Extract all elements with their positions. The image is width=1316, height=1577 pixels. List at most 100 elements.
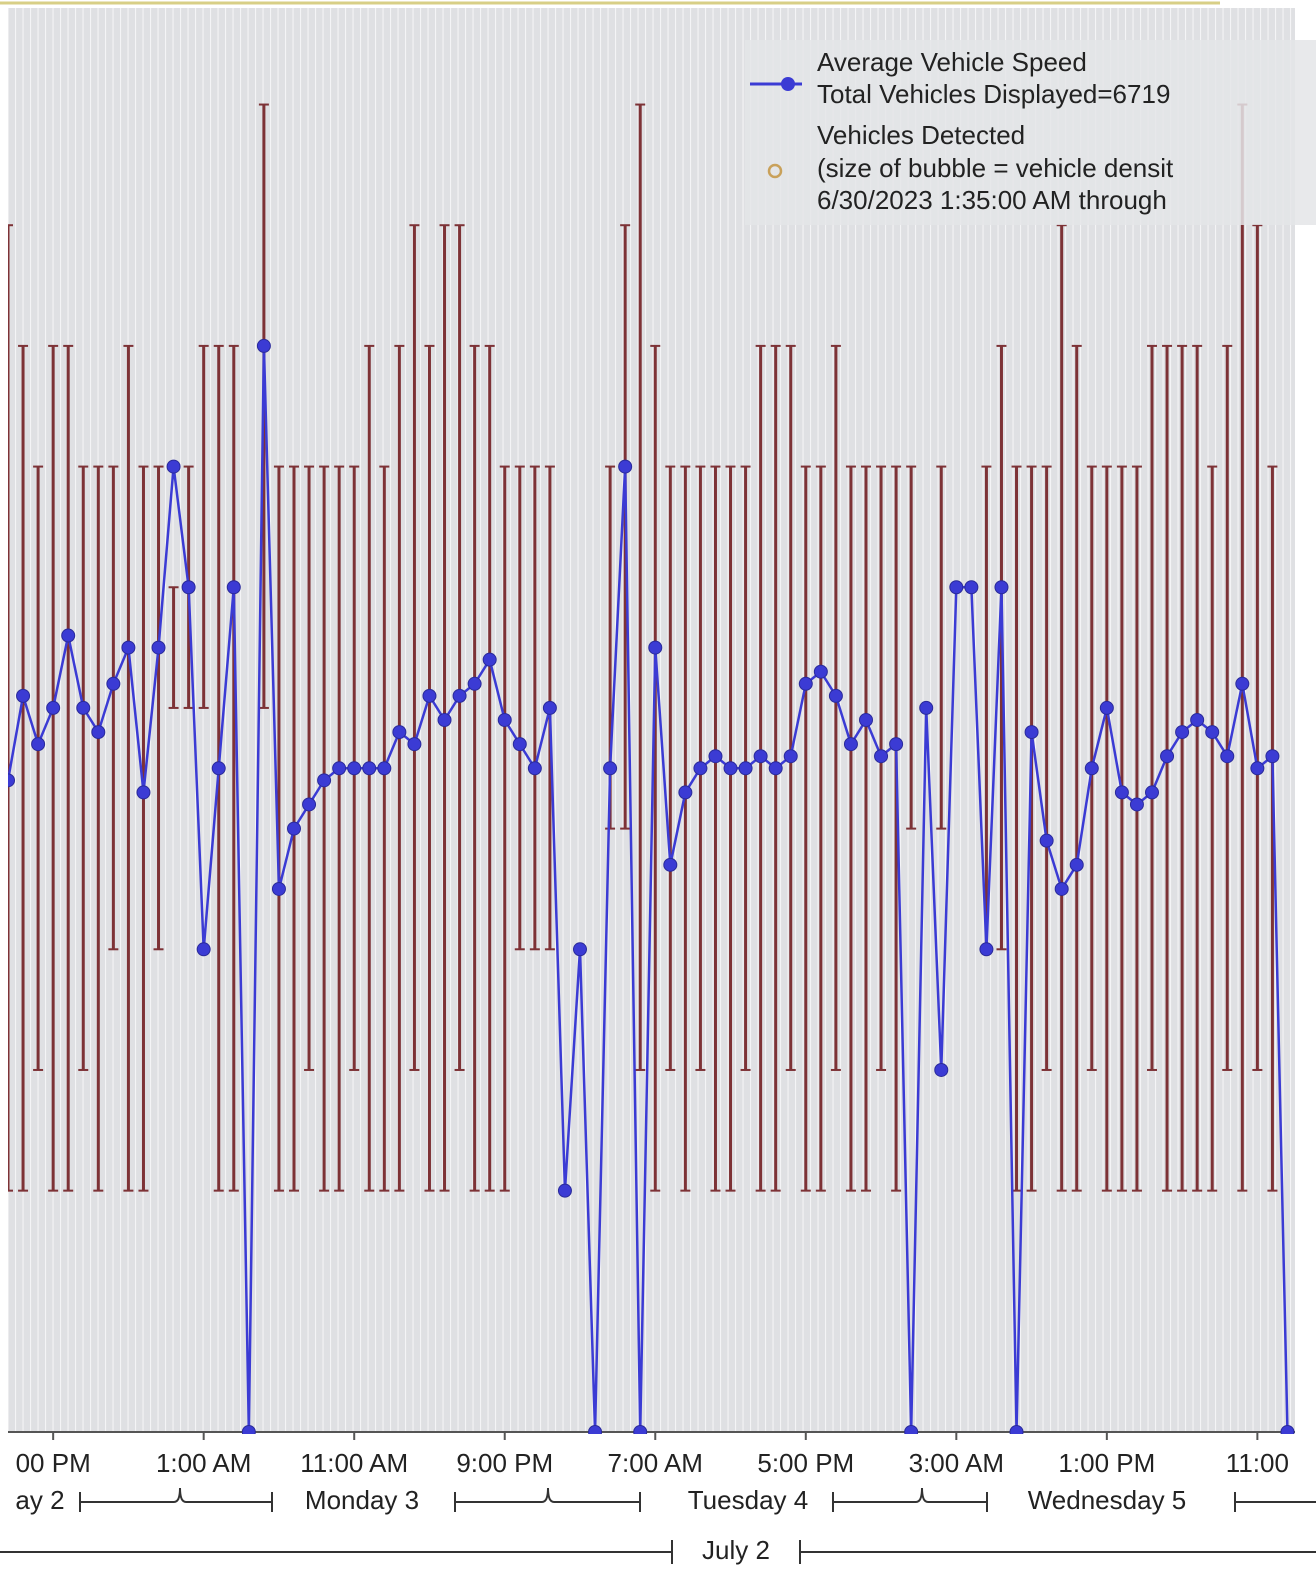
range-bar — [830, 344, 841, 1071]
speed-point — [783, 749, 798, 764]
speed-point — [166, 459, 181, 474]
range-bar — [1101, 465, 1112, 1192]
speed-point — [302, 797, 317, 812]
plot — [8, 103, 1295, 1434]
speed-point — [663, 857, 678, 872]
x-tick-label: 00 PM — [16, 1448, 91, 1478]
range-bar — [665, 465, 676, 1071]
speed-point — [678, 785, 693, 800]
range-bar — [891, 465, 902, 1192]
speed-point — [994, 580, 1009, 595]
speed-point — [61, 628, 76, 643]
group-bracket — [79, 1487, 273, 1512]
speed-point — [1235, 676, 1250, 691]
speed-point — [1024, 725, 1039, 740]
speed-point — [106, 676, 121, 691]
speed-point — [392, 725, 407, 740]
group-bracket — [832, 1487, 988, 1512]
speed-point — [768, 761, 783, 776]
speed-point — [542, 700, 557, 715]
range-bar — [394, 344, 405, 1192]
range-bar — [680, 465, 691, 1192]
range-bar — [1252, 224, 1263, 1071]
range-bar — [710, 465, 721, 1192]
range-bar — [334, 465, 345, 1192]
legend-box — [745, 40, 1316, 225]
range-bar — [1026, 465, 1037, 1192]
speed-point — [241, 1425, 256, 1434]
speed-point — [226, 580, 241, 595]
speed-point — [618, 459, 633, 474]
range-bar — [1071, 344, 1082, 1192]
supergroup-bracket — [0, 1540, 1316, 1564]
legend-marker — [767, 163, 783, 179]
speed-point — [1039, 833, 1054, 848]
x-tick-label: 11:00 AM — [300, 1448, 408, 1478]
speed-point — [723, 761, 738, 776]
speed-point — [437, 713, 452, 727]
range-bar — [1041, 465, 1052, 1071]
speed-point — [362, 761, 377, 776]
range-bar — [198, 344, 209, 709]
legend-label: Average Vehicle Speed — [817, 47, 1087, 77]
speed-point — [497, 713, 512, 727]
speed-point — [512, 737, 527, 752]
speed-point — [1054, 881, 1069, 896]
speed-point — [467, 676, 482, 691]
range-bar — [906, 465, 917, 830]
speed-point — [121, 640, 136, 655]
speed-point — [1129, 797, 1144, 812]
speed-point — [1175, 725, 1190, 740]
speed-point — [557, 1183, 572, 1198]
x-group-label: Monday 3 — [305, 1485, 419, 1515]
range-bar — [379, 465, 390, 1192]
speed-point — [76, 700, 91, 715]
speed-point — [1069, 857, 1084, 872]
x-tick-label: 5:00 PM — [757, 1448, 854, 1478]
legend-note: Total Vehicles Displayed=6719 — [817, 79, 1170, 109]
x-tick-label: 9:00 PM — [456, 1448, 553, 1478]
range-bar — [785, 344, 796, 1071]
range-bar — [48, 344, 59, 1192]
range-bar — [1147, 344, 1157, 1071]
speed-point — [979, 942, 994, 957]
speed-point — [1009, 1425, 1024, 1434]
range-bar — [469, 344, 480, 1192]
group-bracket — [1234, 1492, 1316, 1512]
range-bar — [304, 465, 315, 1071]
speed-point — [317, 773, 332, 788]
speed-point — [738, 761, 753, 776]
speed-point — [422, 688, 437, 703]
speed-point — [287, 821, 301, 836]
range-bar — [1056, 224, 1067, 1192]
speed-point — [196, 942, 211, 957]
speed-point — [136, 785, 151, 800]
range-bar — [484, 344, 495, 1192]
speed-point — [1280, 1425, 1295, 1434]
range-bar — [439, 224, 450, 1192]
speed-point — [46, 700, 61, 715]
range-bar — [424, 344, 435, 1192]
speed-point — [949, 580, 964, 595]
range-bar — [153, 465, 164, 951]
range-bar — [1162, 344, 1173, 1192]
range-bar — [123, 344, 134, 1192]
range-bar — [138, 465, 149, 1192]
group-bracket — [454, 1487, 641, 1512]
speed-point — [8, 773, 15, 788]
legend-marker — [781, 77, 795, 91]
legend-note: 6/30/2023 1:35:00 AM through — [817, 185, 1167, 215]
speed-point — [919, 700, 934, 715]
speed-point — [16, 688, 31, 703]
speed-point — [964, 580, 979, 595]
speed-point — [332, 761, 347, 776]
speed-point — [859, 713, 873, 727]
speed-point — [889, 737, 904, 752]
range-bar — [1116, 465, 1127, 1192]
speed-point — [934, 1062, 949, 1077]
speed-point — [181, 580, 196, 595]
legend-label: Vehicles Detected — [817, 120, 1025, 150]
range-bar — [725, 465, 736, 1192]
speed-point — [843, 737, 858, 752]
